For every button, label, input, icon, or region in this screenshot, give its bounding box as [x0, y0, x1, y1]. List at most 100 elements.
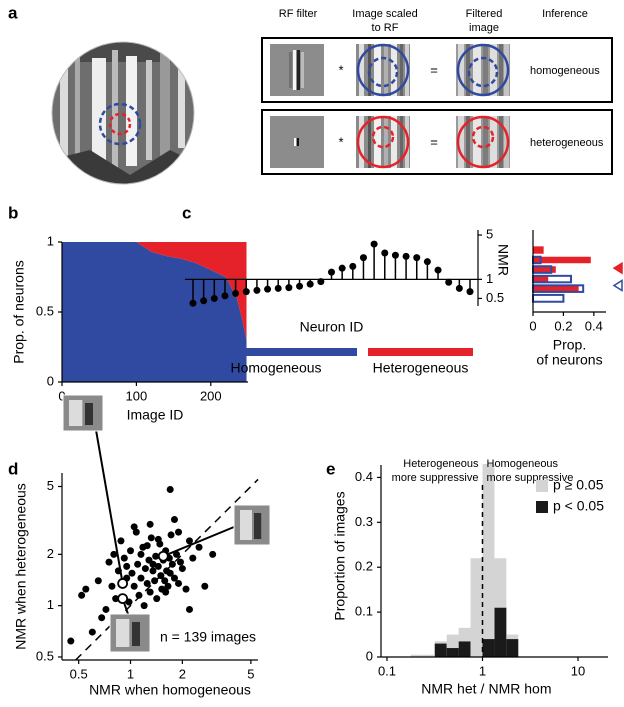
header: RF filter [279, 8, 318, 20]
stem-dot [285, 284, 293, 292]
point [130, 523, 138, 531]
y-tick-label: 0.3 [355, 514, 373, 529]
operator: * [338, 134, 343, 149]
y-tick-label: 0.5 [36, 648, 54, 663]
rf-outline [456, 43, 510, 97]
point [108, 582, 116, 590]
bar [532, 293, 565, 303]
bar [422, 654, 435, 657]
y-axis-label: Proportion of images [332, 491, 348, 620]
point [201, 582, 209, 590]
operator: = [430, 62, 438, 77]
rf-outline [467, 56, 499, 88]
panel-a-row: * = heterogeneous [261, 109, 613, 175]
point [146, 520, 154, 528]
x-tick-label: 0 [58, 388, 65, 403]
point [166, 486, 174, 494]
stem-dot [423, 258, 431, 266]
x-tick-label: 10 [571, 663, 585, 678]
stem-dot [455, 284, 463, 292]
x-axis-label: Prop. [553, 337, 586, 353]
thumbnail-detail [254, 513, 262, 539]
x-tick-label: 200 [200, 388, 222, 403]
bar [533, 246, 544, 254]
bar [482, 463, 495, 640]
point [130, 582, 138, 590]
point [151, 577, 159, 585]
thumbnail-detail [69, 400, 83, 426]
point [170, 574, 178, 582]
stem-dot [306, 280, 314, 288]
point [149, 567, 157, 575]
operator: = [430, 134, 438, 149]
callout-line [162, 526, 235, 558]
point [149, 560, 157, 568]
panel-a-photo [51, 41, 195, 185]
point [141, 565, 149, 573]
highlight-point [157, 550, 169, 562]
point [195, 543, 203, 551]
bar [506, 634, 519, 640]
x-tick-label: 0.2 [554, 318, 572, 333]
y-tick-label: 0.1 [355, 604, 373, 619]
group-label: Heterogeneous [373, 360, 469, 376]
bar [506, 639, 519, 657]
rf-outline [356, 43, 410, 97]
x-tick-label: 0.5 [70, 666, 88, 681]
panel-label: e [326, 459, 335, 478]
bar [458, 627, 471, 642]
point [98, 614, 106, 622]
rf-outline [367, 56, 399, 88]
point [147, 534, 155, 542]
y-tick-label: 5 [486, 226, 493, 241]
point [135, 591, 143, 599]
rf-center [471, 125, 495, 149]
point [105, 558, 113, 566]
point [110, 550, 118, 558]
x-tick-label: 0.1 [378, 663, 396, 678]
x-axis-label: Image ID [127, 407, 184, 423]
stem-dot [253, 286, 261, 294]
bar [482, 639, 495, 657]
x-tick-label: 100 [126, 388, 148, 403]
stem-dot [359, 254, 367, 262]
inference: homogeneous [530, 65, 600, 77]
y-tick-label: 0 [366, 648, 373, 663]
x-tick-label: 1 [127, 666, 134, 681]
operator: * [338, 62, 343, 77]
panel-a-row: * = homogeneous [261, 37, 613, 103]
y-axis-label: NMR [495, 244, 511, 276]
x-tick-label: 2 [179, 666, 186, 681]
panel-label: c [182, 203, 191, 222]
rf-outline [98, 102, 142, 146]
marker [612, 261, 623, 275]
point [162, 588, 170, 596]
point [168, 560, 176, 568]
stem-dot [413, 254, 421, 262]
group-bar [195, 348, 357, 356]
point [120, 554, 128, 562]
bar [434, 643, 447, 657]
y-tick-label: 5 [47, 478, 54, 493]
panel-a-headers: RF filter Image scaled to RF Filtered im… [279, 8, 588, 34]
stem-dot [402, 252, 410, 260]
point [67, 637, 75, 645]
point [173, 550, 181, 558]
group-bar [368, 348, 473, 356]
stem-dot [232, 289, 240, 297]
point [143, 542, 151, 550]
point [164, 582, 172, 590]
point [154, 562, 162, 570]
stem-dot [264, 285, 272, 293]
bar [533, 285, 579, 292]
bar [446, 648, 459, 657]
panel-label: b [8, 203, 18, 222]
y-tick-label: 1 [486, 271, 493, 286]
group-label: Homogeneous [230, 360, 321, 376]
point [185, 605, 193, 613]
header: to RF [372, 22, 399, 34]
point [175, 579, 183, 587]
point [153, 595, 161, 603]
point [185, 537, 193, 545]
x-tick-label: 0 [529, 318, 536, 333]
